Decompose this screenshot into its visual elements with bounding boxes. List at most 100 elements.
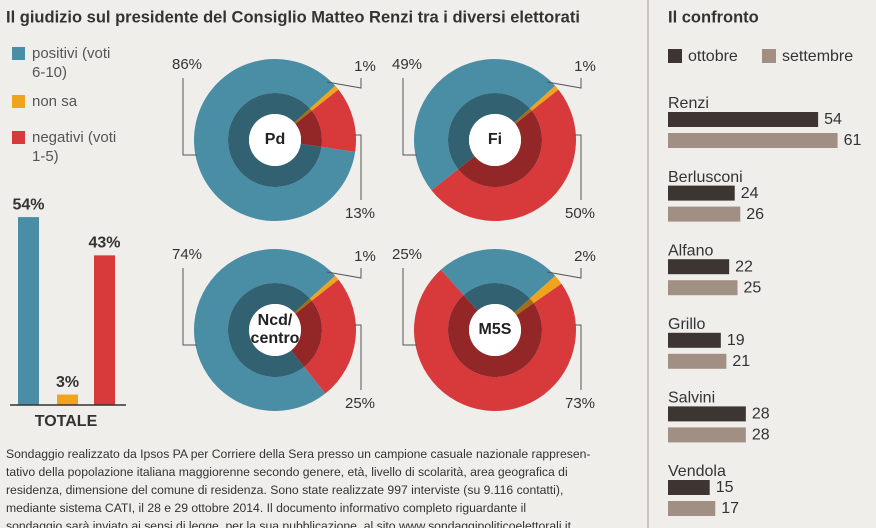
- donut-slice: [194, 59, 356, 222]
- value-label: 28: [752, 406, 770, 423]
- value-label: 61: [844, 132, 862, 149]
- donut-center: [469, 114, 521, 166]
- bar: [18, 217, 39, 405]
- category-label: Grillo: [668, 316, 705, 333]
- donut-slice: [309, 275, 339, 301]
- donut-slice: [414, 59, 556, 191]
- legend-swatch: [762, 49, 776, 63]
- donut-inner-slice: [463, 283, 530, 313]
- bar: [668, 406, 746, 422]
- value-label: 1%: [354, 248, 376, 265]
- value-label: 54: [824, 111, 842, 128]
- donut-inner-slice: [448, 93, 530, 170]
- legend-label: ottobre: [688, 48, 738, 65]
- bar: [668, 112, 819, 127]
- legend-swatch: [12, 47, 25, 60]
- legend-label: non sa: [32, 93, 78, 110]
- donut-inner-slice: [448, 295, 542, 378]
- donut-slice: [529, 85, 559, 111]
- value-label: 25%: [345, 395, 375, 412]
- donut-inner-slice: [227, 93, 322, 187]
- value-label: 86%: [172, 56, 202, 73]
- value-label: 24: [741, 185, 759, 202]
- donut-inner-slice: [514, 108, 532, 124]
- donut-inner-slice: [291, 300, 322, 367]
- donut-slice: [311, 89, 356, 152]
- leader-line: [546, 78, 582, 89]
- leader-line: [182, 78, 197, 156]
- donut-label: M5S: [478, 321, 512, 338]
- value-label: 25%: [392, 246, 422, 263]
- value-label: 15: [716, 479, 734, 496]
- donut-inner-slice: [228, 283, 310, 378]
- value-label: 49%: [392, 56, 422, 73]
- value-label: 3%: [56, 374, 79, 391]
- value-label: 26: [746, 206, 764, 223]
- bar: [668, 280, 738, 296]
- category-label: Renzi: [668, 95, 709, 112]
- value-label: 50%: [565, 205, 595, 222]
- legend-label: negativi (voti 1-5): [32, 129, 117, 165]
- value-label: 13%: [345, 205, 375, 222]
- donut-inner-slice: [458, 110, 542, 187]
- value-label: 22: [735, 258, 753, 275]
- bar: [668, 185, 735, 201]
- category-label: Alfano: [668, 242, 713, 259]
- leader-line: [326, 268, 362, 279]
- value-label: 21: [732, 353, 750, 370]
- bar: [668, 480, 710, 495]
- footnote-line: Sondaggio realizzato da Ipsos PA per Cor…: [6, 447, 590, 461]
- footnote-line: sondaggio sarà inviato ai sensi di legge…: [6, 519, 574, 528]
- donut-slice: [529, 275, 562, 304]
- donut-label: Fi: [487, 131, 503, 148]
- donut-center: [249, 114, 301, 166]
- donut-label: Pd: [264, 131, 286, 148]
- value-label: 28: [752, 427, 770, 444]
- leader-line: [574, 134, 582, 200]
- value-label: 43%: [88, 235, 120, 252]
- category-label: TOTALE: [35, 413, 98, 430]
- leader-line: [402, 78, 417, 156]
- bar: [668, 206, 741, 222]
- donut-inner-slice: [514, 298, 534, 316]
- footnote-line: mediante sistema CATI, il 28 e 29 ottobr…: [6, 501, 526, 515]
- donut-slice: [431, 89, 576, 221]
- value-label: 73%: [565, 395, 595, 412]
- category-label: Salvini: [668, 390, 715, 407]
- bar: [668, 427, 746, 443]
- leader-line: [574, 324, 582, 390]
- legend-swatch: [12, 95, 25, 108]
- legend-swatch: [668, 49, 682, 63]
- donut-center: [469, 304, 521, 356]
- panel-title: Il confronto: [668, 8, 759, 26]
- leader-line: [354, 324, 362, 390]
- donut-inner-slice: [295, 110, 322, 147]
- value-label: 17: [721, 500, 739, 517]
- chart-title: Il giudizio sul presidente del Consiglio…: [6, 8, 580, 26]
- donut-center: [249, 304, 301, 356]
- category-label: Vendola: [668, 463, 726, 480]
- footnote-line: residenza, dimensione del comune di resi…: [6, 483, 563, 497]
- leader-line: [182, 268, 197, 346]
- donut-inner-slice: [294, 108, 312, 124]
- legend-swatch: [12, 131, 25, 144]
- bar: [668, 259, 730, 275]
- leader-line: [546, 268, 582, 279]
- value-label: 54%: [12, 196, 44, 213]
- leader-line: [402, 268, 417, 346]
- bar: [668, 133, 838, 148]
- footnote-line: tativo della popolazione italiana maggio…: [6, 465, 568, 479]
- value-label: 25: [744, 279, 762, 296]
- value-label: 19: [727, 332, 745, 349]
- donut-slice: [413, 269, 576, 412]
- value-label: 2%: [574, 248, 596, 265]
- bar: [94, 255, 115, 405]
- donut-inner-slice: [294, 298, 312, 314]
- bar: [57, 394, 78, 405]
- value-label: 1%: [354, 58, 376, 75]
- legend-label: positivi (voti 6-10): [32, 45, 111, 81]
- bar: [668, 501, 716, 516]
- donut-slice: [309, 85, 339, 111]
